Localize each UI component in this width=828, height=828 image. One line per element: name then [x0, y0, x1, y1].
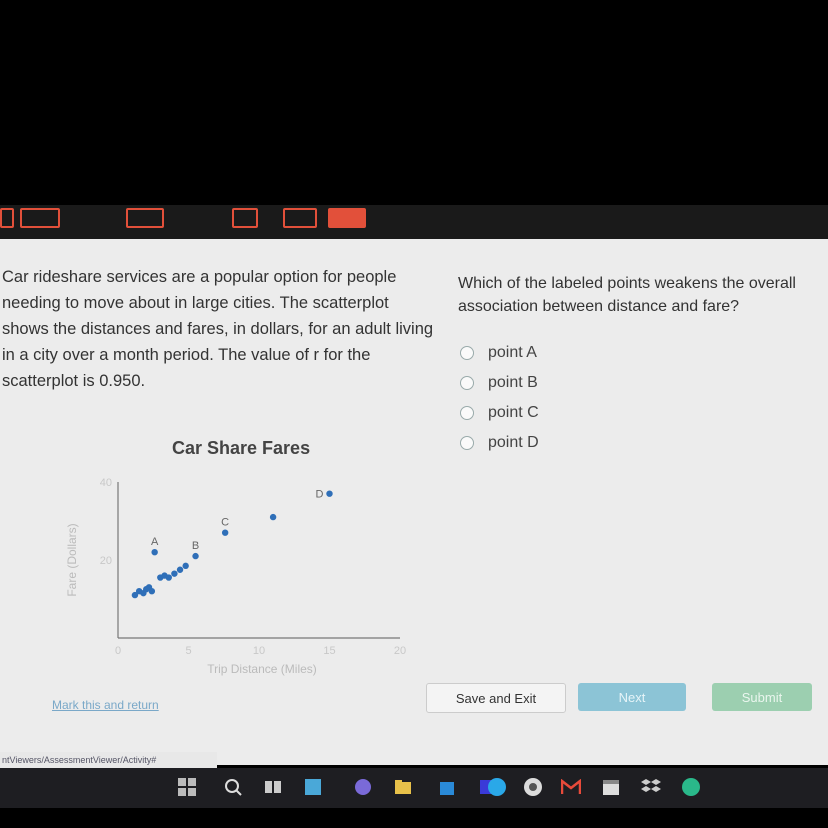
- top-toolbar: [0, 205, 828, 239]
- edge-icon[interactable]: [680, 776, 702, 798]
- data-point: [176, 566, 184, 573]
- toolbar-button[interactable]: [283, 208, 317, 228]
- option-label: point B: [488, 374, 538, 391]
- y-tick-label: 40: [100, 477, 112, 489]
- calendar-icon[interactable]: [600, 776, 622, 798]
- toolbar-button[interactable]: [20, 208, 60, 228]
- save-and-exit-button[interactable]: Save and Exit: [426, 683, 566, 713]
- answer-options: point A point B point C point D: [460, 338, 660, 458]
- option-label: point D: [488, 434, 539, 451]
- assessment-screen: [0, 205, 828, 765]
- skype-icon[interactable]: [486, 776, 508, 798]
- search-icon[interactable]: [222, 776, 244, 798]
- point-label: A: [151, 536, 159, 548]
- y-tick-label: 20: [100, 555, 112, 567]
- toolbar-button[interactable]: [0, 208, 14, 228]
- data-point-c: [221, 529, 229, 536]
- data-point: [148, 588, 156, 595]
- option-point-a[interactable]: point A: [460, 338, 660, 368]
- option-label: point C: [488, 404, 539, 421]
- x-tick-label: 0: [115, 645, 121, 657]
- point-label: C: [221, 517, 229, 529]
- question-passage: Car rideshare services are a popular opt…: [2, 268, 434, 390]
- data-point-b: [192, 552, 199, 560]
- data-point-d: [326, 490, 333, 497]
- x-tick-label: 10: [253, 645, 265, 657]
- file-explorer-icon[interactable]: [392, 776, 414, 798]
- store-icon[interactable]: [436, 776, 458, 798]
- status-url: ntViewers/AssessmentViewer/Activity#: [0, 752, 217, 768]
- gmail-icon[interactable]: [560, 776, 582, 798]
- widgets-icon[interactable]: [302, 776, 324, 798]
- point-label: B: [192, 540, 199, 552]
- option-point-d[interactable]: point D: [460, 428, 660, 458]
- mark-and-return-link[interactable]: Mark this and return: [52, 698, 159, 712]
- toolbar-button-active[interactable]: [328, 208, 366, 228]
- chrome-icon[interactable]: [522, 776, 544, 798]
- radio-icon[interactable]: [460, 406, 474, 420]
- data-point: [269, 513, 277, 521]
- radio-icon[interactable]: [460, 376, 474, 390]
- option-point-b[interactable]: point B: [460, 368, 660, 398]
- dropbox-icon[interactable]: [640, 776, 662, 798]
- x-tick-label: 20: [394, 645, 406, 657]
- data-point: [171, 570, 178, 577]
- data-point: [131, 591, 139, 599]
- task-view-icon[interactable]: [262, 776, 284, 798]
- data-point: [182, 562, 189, 570]
- next-button[interactable]: Next: [578, 683, 686, 711]
- submit-button[interactable]: Submit: [712, 683, 812, 711]
- option-label: point A: [488, 344, 537, 361]
- chart-title: Car Share Fares: [172, 438, 311, 458]
- radio-icon[interactable]: [460, 436, 474, 450]
- x-tick-label: 5: [185, 645, 191, 657]
- windows-start-icon[interactable]: [176, 776, 198, 798]
- x-axis-label: Trip Distance (Miles): [207, 662, 317, 676]
- toolbar-button[interactable]: [126, 208, 164, 228]
- toolbar-button[interactable]: [232, 208, 258, 228]
- y-axis-label: Fare (Dollars): [65, 523, 79, 596]
- taskbar: [0, 768, 828, 808]
- question-prompt: Which of the labeled points weakens the …: [458, 275, 796, 315]
- point-label: D: [316, 489, 324, 501]
- data-point: [165, 574, 172, 581]
- data-point-a: [151, 549, 158, 556]
- option-point-c[interactable]: point C: [460, 398, 660, 428]
- x-tick-label: 15: [323, 645, 335, 657]
- app-icon[interactable]: [352, 776, 374, 798]
- radio-icon[interactable]: [460, 346, 474, 360]
